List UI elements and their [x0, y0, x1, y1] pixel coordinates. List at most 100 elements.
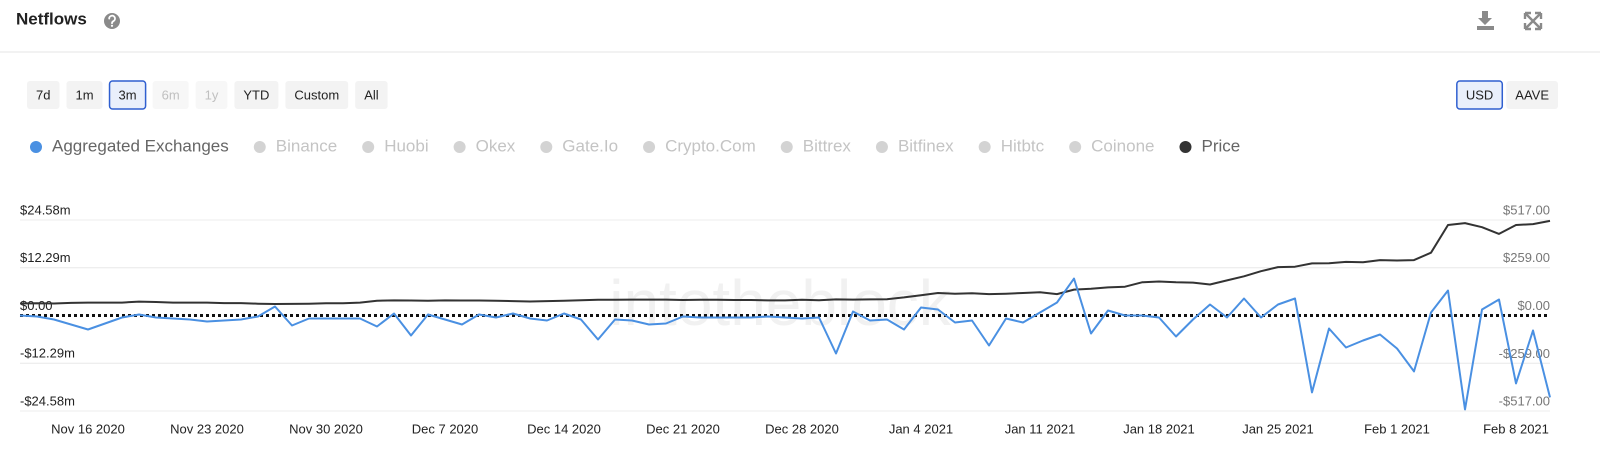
currency-button[interactable]: AAVE	[1506, 81, 1558, 109]
legend-item[interactable]: Aggregated Exchanges	[30, 136, 229, 155]
range-button-bg	[285, 81, 349, 109]
range-button-bg	[234, 81, 279, 109]
x-tick-label: Nov 30 2020	[289, 421, 363, 436]
range-button[interactable]: All	[355, 81, 388, 109]
legend-marker	[978, 141, 991, 153]
currency-button-bg	[1456, 80, 1504, 110]
legend-item[interactable]: Binance	[253, 136, 337, 155]
legend-label: Price	[1201, 136, 1240, 155]
currency-button-bg	[1506, 81, 1558, 109]
legend-marker	[643, 141, 656, 153]
expand-icon[interactable]	[1523, 11, 1543, 31]
range-button[interactable]: YTD	[234, 81, 279, 109]
help-icon-circle	[104, 13, 120, 29]
legend-item[interactable]: Bitfinex	[875, 136, 954, 155]
legend-item[interactable]: Crypto.Com	[643, 136, 756, 155]
range-button[interactable]: Custom	[285, 81, 349, 109]
legend-item[interactable]: Okex	[453, 136, 516, 155]
x-tick-label: Dec 28 2020	[765, 421, 839, 436]
legend-marker	[540, 141, 553, 153]
download-arrow	[1478, 11, 1492, 25]
currency-button-label: USD	[1466, 87, 1493, 102]
range-button-bg	[27, 81, 60, 109]
range-button-label: 1m	[75, 87, 93, 102]
y-tick-label: $12.29m	[20, 250, 71, 265]
legend-marker	[1069, 141, 1082, 153]
expand-arrows	[1523, 11, 1543, 31]
x-tick-label: Nov 16 2020	[51, 421, 125, 436]
legend-label: Binance	[276, 136, 337, 155]
download-tray	[1477, 26, 1494, 30]
y-tick-label: -$12.29m	[20, 346, 75, 361]
legend-item[interactable]: Price	[1179, 136, 1240, 155]
range-button-label: 3m	[119, 87, 137, 102]
netflow-line	[19, 277, 1551, 411]
x-tick-label: Dec 14 2020	[527, 421, 601, 436]
range-button[interactable]: 1m	[66, 81, 103, 109]
legend-marker	[362, 141, 375, 153]
legend-label: Bittrex	[803, 136, 852, 155]
price-line	[19, 219, 1551, 305]
legend-marker	[1179, 141, 1192, 153]
legend-label: Huobi	[384, 136, 428, 155]
legend-label: Coinone	[1091, 136, 1154, 155]
range-button-label: All	[364, 87, 379, 102]
legend-item[interactable]: Gate.Io	[540, 136, 618, 155]
range-button-label: YTD	[243, 87, 269, 102]
legend-item[interactable]: Coinone	[1069, 136, 1154, 155]
x-tick-label: Jan 11 2021	[1005, 421, 1076, 436]
y2-tick-label: -$517.00	[1499, 393, 1550, 408]
help-icon-glyph	[108, 14, 116, 25]
watermark: intotheblock	[609, 267, 952, 339]
range-button-bg	[66, 81, 103, 109]
legend-item[interactable]: Hitbtc	[978, 136, 1045, 155]
currency-button-label: AAVE	[1515, 87, 1549, 102]
legend-marker	[780, 141, 793, 153]
range-button[interactable]: 7d	[27, 81, 60, 109]
legend-label: Okex	[476, 136, 516, 155]
legend-marker	[30, 141, 42, 153]
x-tick-label: Jan 18 2021	[1123, 421, 1195, 436]
range-button-label: 1y	[205, 87, 219, 102]
x-tick-label: Jan 4 2021	[889, 421, 953, 436]
legend-label: Bitfinex	[898, 136, 954, 155]
y2-tick-label: $0.00	[1517, 298, 1550, 313]
range-button-bg	[108, 80, 147, 110]
download-icon[interactable]	[1477, 11, 1494, 30]
x-tick-label: Dec 21 2020	[646, 421, 720, 436]
range-button[interactable]: 3m	[108, 80, 147, 110]
range-button: 1y	[195, 81, 228, 109]
range-button-label: 7d	[36, 87, 50, 102]
y-tick-label: -$24.58m	[20, 393, 75, 408]
x-tick-label: Dec 7 2020	[412, 421, 479, 436]
widget-title: Netflows	[16, 9, 87, 28]
legend-label: Hitbtc	[1001, 136, 1045, 155]
x-tick-label: Nov 23 2020	[170, 421, 244, 436]
range-button-bg	[195, 81, 228, 109]
x-tick-label: Feb 8 2021	[1483, 421, 1549, 436]
range-button-bg	[355, 81, 388, 109]
currency-button[interactable]: USD	[1456, 80, 1504, 110]
legend-item[interactable]: Huobi	[362, 136, 429, 155]
help-icon-dot	[110, 24, 114, 27]
legend-label: Aggregated Exchanges	[52, 136, 229, 155]
y-tick-label: $0.00	[20, 298, 53, 313]
y2-tick-label: $517.00	[1503, 202, 1550, 217]
legend-marker	[453, 141, 466, 153]
y2-tick-label: $259.00	[1503, 250, 1550, 265]
legend-item[interactable]: Bittrex	[780, 136, 852, 155]
legend-label: Crypto.Com	[665, 136, 756, 155]
range-button: 6m	[152, 81, 189, 109]
range-button-label: 6m	[162, 87, 180, 102]
legend-label: Gate.Io	[562, 136, 618, 155]
range-button-label: Custom	[294, 87, 339, 102]
range-button-bg	[152, 81, 189, 109]
legend-marker	[875, 141, 888, 153]
legend-marker	[253, 141, 266, 153]
help-icon[interactable]	[104, 13, 120, 29]
y-tick-label: $24.58m	[20, 202, 71, 217]
x-tick-label: Feb 1 2021	[1364, 421, 1430, 436]
x-tick-label: Jan 25 2021	[1242, 421, 1314, 436]
